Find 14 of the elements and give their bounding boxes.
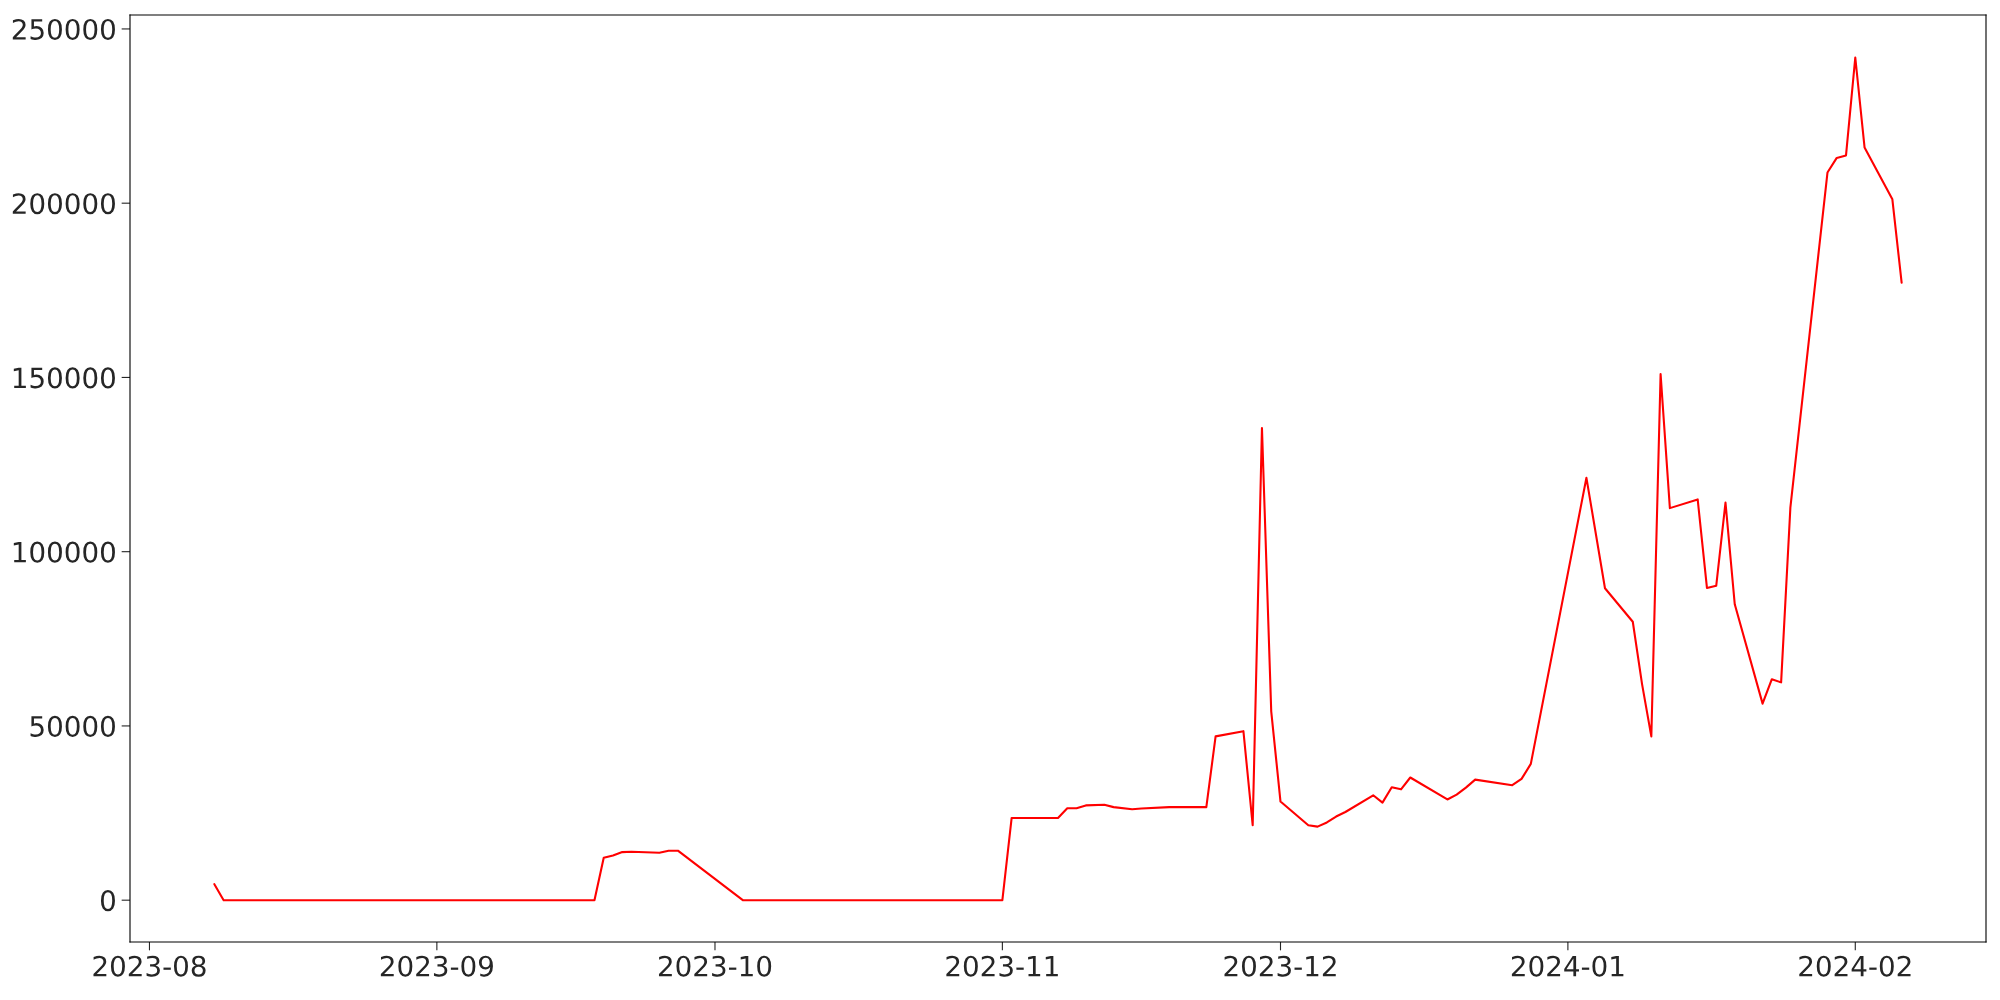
- x-tick-label: 2023-09: [380, 955, 493, 977]
- x-tick-label: 2023-10: [658, 955, 772, 977]
- x-tick-label: 2023-08: [93, 955, 206, 977]
- x-tick-label: 2024-01: [1511, 955, 1624, 977]
- y-tick-label: 50000: [30, 715, 115, 737]
- y-tick-label: 150000: [13, 367, 115, 389]
- y-tick-label: 0: [100, 890, 115, 912]
- y-tick-label: 200000: [12, 193, 115, 215]
- y-tick-label: 250000: [12, 18, 115, 40]
- x-tick-label: 2024-02: [1799, 955, 1911, 977]
- x-tick-label: 2023-12: [1224, 955, 1336, 977]
- y-tick-label: 100000: [13, 541, 115, 563]
- line-series: [213, 56, 1903, 902]
- x-tick-label: 2023-11: [946, 955, 1058, 977]
